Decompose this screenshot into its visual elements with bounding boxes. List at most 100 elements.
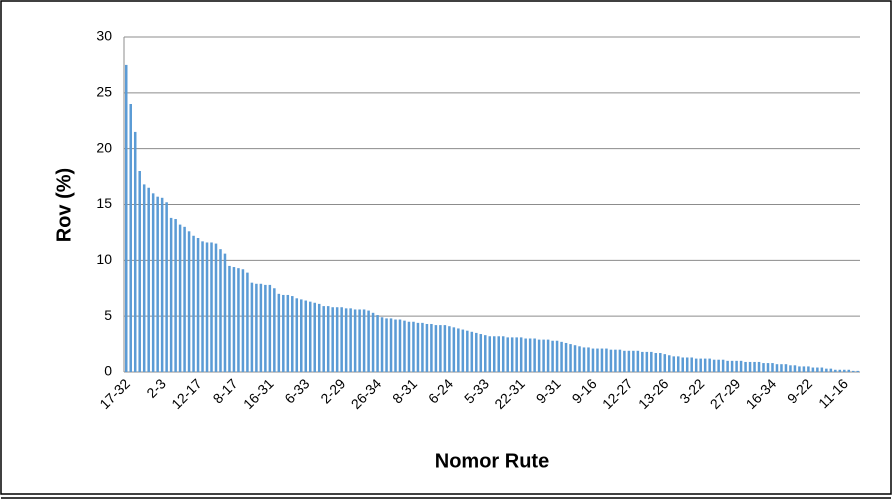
bar bbox=[560, 341, 563, 372]
bar bbox=[515, 337, 518, 372]
bar bbox=[282, 294, 285, 372]
bar bbox=[376, 315, 379, 372]
bar bbox=[174, 219, 177, 372]
bar bbox=[295, 298, 299, 372]
bar bbox=[219, 249, 222, 372]
bar bbox=[587, 347, 590, 372]
bar bbox=[165, 202, 168, 372]
bar bbox=[367, 310, 370, 372]
bar bbox=[403, 320, 406, 372]
bar bbox=[331, 307, 334, 372]
bar bbox=[533, 338, 536, 372]
bar bbox=[753, 361, 756, 372]
bar bbox=[578, 346, 581, 372]
bar bbox=[852, 370, 855, 372]
bar bbox=[739, 360, 743, 372]
bar bbox=[326, 306, 330, 372]
bar bbox=[546, 339, 550, 372]
bar bbox=[232, 267, 236, 372]
bar bbox=[291, 296, 294, 372]
bar bbox=[412, 321, 415, 372]
bar bbox=[452, 327, 456, 372]
bar bbox=[573, 345, 577, 372]
bar bbox=[237, 268, 240, 372]
bar bbox=[160, 197, 164, 372]
bar bbox=[349, 308, 352, 372]
y-tick-label: 10 bbox=[96, 251, 112, 267]
bar bbox=[668, 355, 671, 372]
bar bbox=[340, 307, 343, 372]
bar bbox=[685, 357, 689, 372]
bar bbox=[443, 325, 447, 372]
bar bbox=[497, 336, 500, 372]
bar bbox=[712, 359, 716, 372]
bar bbox=[151, 193, 155, 372]
bar bbox=[255, 283, 258, 372]
bar bbox=[264, 284, 267, 372]
bar bbox=[811, 367, 815, 372]
bar bbox=[596, 348, 599, 372]
bar bbox=[775, 364, 779, 372]
bar bbox=[259, 283, 263, 372]
bar bbox=[605, 348, 608, 372]
bar bbox=[726, 360, 729, 372]
bar bbox=[241, 269, 245, 372]
bar bbox=[600, 348, 604, 372]
bar bbox=[784, 364, 788, 372]
bar bbox=[250, 282, 254, 372]
bar bbox=[654, 353, 658, 372]
bar bbox=[551, 340, 554, 372]
bar bbox=[353, 309, 357, 372]
bar bbox=[510, 337, 514, 372]
bar bbox=[641, 351, 644, 372]
bar bbox=[201, 241, 204, 372]
bar bbox=[690, 357, 693, 372]
bar bbox=[748, 361, 752, 372]
bar bbox=[672, 356, 676, 372]
bar bbox=[591, 348, 595, 372]
bar bbox=[528, 338, 532, 372]
bar bbox=[623, 350, 626, 372]
bar bbox=[618, 349, 622, 372]
bar bbox=[650, 351, 653, 372]
bar bbox=[389, 318, 393, 372]
bar bbox=[246, 272, 249, 372]
bar bbox=[825, 368, 828, 372]
bar bbox=[183, 226, 186, 372]
bar bbox=[304, 300, 308, 372]
y-tick-label: 30 bbox=[96, 28, 112, 44]
bar bbox=[416, 322, 420, 372]
bar bbox=[681, 357, 684, 372]
bar bbox=[519, 337, 523, 372]
bar bbox=[277, 293, 281, 372]
y-tick-label: 25 bbox=[96, 84, 112, 100]
bar bbox=[708, 358, 711, 372]
bar bbox=[582, 347, 586, 372]
bar bbox=[317, 303, 321, 372]
bar bbox=[820, 367, 824, 372]
y-tick-label: 20 bbox=[96, 139, 112, 155]
bar bbox=[196, 238, 200, 372]
bar bbox=[300, 299, 303, 372]
bar bbox=[425, 323, 429, 372]
bar bbox=[169, 217, 173, 372]
bar bbox=[147, 187, 150, 372]
bar bbox=[479, 334, 483, 372]
bar bbox=[829, 368, 833, 372]
bar bbox=[268, 284, 272, 372]
bar bbox=[802, 366, 806, 372]
bar bbox=[133, 131, 137, 372]
bar bbox=[223, 253, 227, 372]
bar bbox=[789, 365, 792, 372]
bar bbox=[461, 329, 465, 372]
bar bbox=[807, 366, 810, 372]
bar bbox=[663, 354, 667, 372]
bar bbox=[187, 231, 191, 372]
bar bbox=[614, 349, 617, 372]
bar bbox=[780, 364, 783, 372]
bar bbox=[156, 196, 159, 372]
y-axis-title: Rov (%) bbox=[53, 168, 75, 242]
bar bbox=[645, 351, 649, 372]
bar bbox=[398, 319, 402, 372]
